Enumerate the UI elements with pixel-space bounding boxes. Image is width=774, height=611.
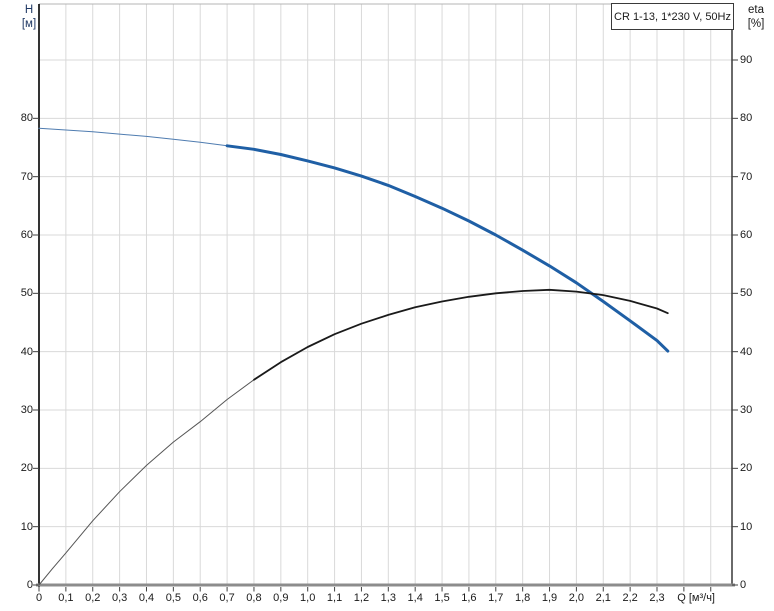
x-axis-tick-label: 1,9 xyxy=(541,592,558,604)
x-axis-tick-label: 0,8 xyxy=(246,592,262,604)
x-axis-tick-label: 1,7 xyxy=(488,592,504,604)
right-axis-title-symbol: eta xyxy=(748,4,764,16)
right-axis-tick-label: 70 xyxy=(740,170,753,183)
x-axis-tick-label: 1,4 xyxy=(407,592,423,604)
x-axis-tick-label: 1,2 xyxy=(353,592,370,604)
head-curve xyxy=(38,127,670,353)
x-axis-tick-label: 2,1 xyxy=(595,592,611,604)
x-axis-tick-label: 0,5 xyxy=(165,592,181,604)
axis-ticks xyxy=(33,59,738,592)
right-axis-title: eta [%] xyxy=(739,3,773,31)
head-curve-thin xyxy=(38,127,228,147)
x-axis-tick-label: 1,6 xyxy=(461,592,477,604)
right-axis-tick-label: 50 xyxy=(740,287,753,300)
x-axis-tick-label: 1,0 xyxy=(300,592,316,604)
right-axis-tick-label: 40 xyxy=(740,345,753,358)
left-axis-tick-label: 30 xyxy=(20,404,33,416)
x-axis-tick-label: 0,2 xyxy=(85,592,101,604)
x-axis-tick-label: 2,2 xyxy=(622,592,638,604)
left-axis-tick-label: 50 xyxy=(20,287,33,300)
left-axis-tick-label: 40 xyxy=(20,345,33,358)
x-axis-tick-label: 0,6 xyxy=(192,592,208,604)
right-axis-tick-label: 80 xyxy=(740,112,753,125)
chart-title-box: CR 1-13, 1*230 V, 50Hz xyxy=(611,3,734,30)
left-axis-title-symbol: H xyxy=(24,4,34,16)
left-axis-tick-label: 10 xyxy=(20,520,33,533)
left-axis-tick-label: 80 xyxy=(20,112,33,125)
right-axis-tick-label: 90 xyxy=(740,54,753,66)
right-axis-title-unit: [%] xyxy=(747,18,765,30)
right-axis-tick-label: 0 xyxy=(740,579,747,591)
x-axis-tick-label: 0,7 xyxy=(219,592,235,604)
efficiency-curve-thin xyxy=(38,379,255,586)
x-axis-tick-label: 1,3 xyxy=(380,592,396,604)
x-axis-tick-label: 1,5 xyxy=(434,592,450,604)
left-axis-tick-label: 60 xyxy=(20,229,33,241)
efficiency-curve-thick xyxy=(253,288,669,381)
left-axis-title: H [м] xyxy=(12,3,46,31)
x-axis-tick-label: 2,3 xyxy=(649,592,665,604)
x-axis-tick-label: 1,1 xyxy=(326,592,343,604)
head-curve-thick xyxy=(225,144,670,353)
x-axis-tick-label: 0,9 xyxy=(273,592,289,604)
left-axis-tick-label: 20 xyxy=(20,462,33,475)
x-axis-tick-label: 1,8 xyxy=(515,592,531,604)
x-axis-label: Q [м³/ч] xyxy=(677,592,715,604)
x-axis-tick-label: 2,0 xyxy=(568,592,585,604)
gridlines xyxy=(39,4,732,585)
x-axis-tick-label: 0,3 xyxy=(111,592,128,604)
x-axis-tick-label: 0,1 xyxy=(58,592,74,604)
right-axis-tick-label: 60 xyxy=(740,229,753,241)
right-axis-tick-label: 20 xyxy=(740,462,753,475)
left-axis-tick-label: 70 xyxy=(20,170,33,183)
left-axis-title-unit: [м] xyxy=(21,18,37,30)
efficiency-curve xyxy=(38,288,669,586)
left-axis-tick-label: 0 xyxy=(26,579,33,591)
right-axis-tick-label: 10 xyxy=(740,520,753,533)
x-axis-tick-label: 0 xyxy=(35,592,43,604)
x-axis-tick-label: 0,4 xyxy=(138,592,155,604)
right-axis-tick-label: 30 xyxy=(740,404,753,416)
